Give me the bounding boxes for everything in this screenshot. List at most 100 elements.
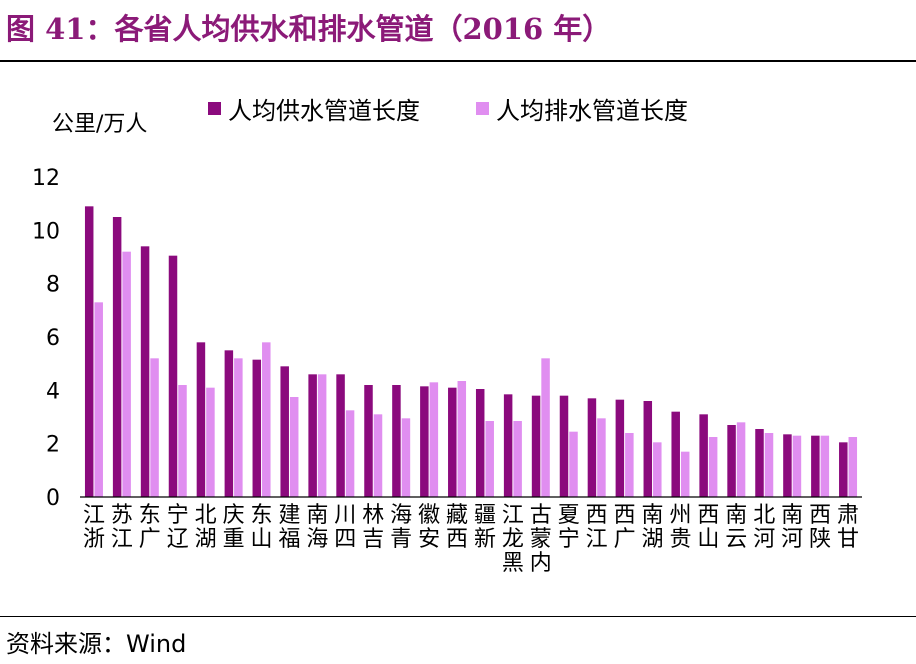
drainage-bar-湖北: [206, 387, 215, 497]
bottom-rule: [0, 616, 916, 617]
x-category-label: 河北: [753, 503, 775, 552]
drainage-bar-内蒙古: [541, 358, 550, 497]
drainage-bar-河南: [792, 435, 802, 497]
drainage-bar-江苏: [122, 251, 131, 497]
x-category-label: 辽宁: [167, 503, 189, 552]
source-note: 资料来源：Wind: [6, 630, 187, 658]
supply-bar-辽宁: [168, 255, 178, 497]
drainage-bar-海南: [317, 374, 327, 497]
x-category-label: 湖南: [642, 503, 664, 552]
supply-bar-陕西: [811, 435, 820, 497]
x-category-label: 贵州: [669, 503, 691, 552]
drainage-bar-陕西: [820, 435, 830, 497]
supply-bar-江苏: [112, 217, 122, 497]
drainage-bar-西藏: [457, 381, 467, 497]
drainage-bar-甘肃: [848, 437, 858, 497]
y-tick-label: 0: [46, 486, 60, 511]
bar-chart: 公里/万人 人均供水管道长度 人均排水管道长度 0 2 4 6 8 10 12 浙江江苏广东辽…: [32, 97, 862, 576]
supply-bar-西藏: [448, 387, 457, 497]
supply-bar-河南: [783, 434, 792, 497]
drainage-bar-新疆: [485, 421, 494, 497]
x-category-label: 黑龙江: [502, 503, 524, 576]
x-category-label: 浙江: [83, 503, 105, 552]
x-category-label: 江苏: [111, 503, 133, 552]
supply-bar-江西: [587, 398, 597, 497]
x-category-label: 湖北: [195, 503, 217, 552]
supply-bar-海南: [308, 374, 317, 497]
drainage-bar-四川: [345, 410, 355, 497]
x-category-label: 广西: [614, 503, 636, 552]
y-tick-label: 2: [46, 433, 60, 458]
supply-bar-甘肃: [839, 442, 848, 497]
drainage-bar-安徽: [429, 382, 439, 497]
drainage-bar-重庆: [234, 358, 243, 497]
drainage-bar-湖南: [653, 442, 662, 497]
legend-label: 人均排水管道长度: [496, 97, 688, 125]
supply-bar-内蒙古: [531, 395, 541, 497]
x-category-label: 甘肃: [837, 503, 859, 552]
x-category-label: 福建: [278, 503, 300, 552]
supply-bar-山东: [252, 359, 262, 497]
x-category-label: 内蒙古: [530, 503, 552, 576]
y-tick-label: 8: [46, 273, 60, 298]
bars: [84, 206, 858, 497]
supply-bar-重庆: [224, 350, 234, 497]
supply-bar-贵州: [671, 411, 680, 497]
y-tick-label: 10: [32, 219, 60, 244]
supply-bar-广东: [140, 246, 150, 497]
supply-bar-山西: [699, 414, 708, 497]
drainage-bar-云南: [736, 422, 746, 497]
x-category-label: 山东: [251, 503, 273, 552]
y-axis-ticks: 0 2 4 6 8 10 12: [32, 166, 60, 511]
drainage-bar-广西: [625, 433, 634, 497]
x-category-label: 青海: [390, 503, 412, 552]
y-tick-label: 4: [46, 379, 60, 404]
supply-bar-新疆: [475, 389, 485, 497]
legend-label: 人均供水管道长度: [228, 97, 420, 125]
drainage-bar-山东: [262, 342, 271, 497]
drainage-bar-青海: [401, 418, 411, 497]
x-axis-categories: 浙江江苏广东辽宁湖北重庆山东福建海南四川吉林青海安徽西藏新疆黑龙江内蒙古宁夏江西…: [83, 503, 859, 576]
figure-title: 图 41：各省人均供水和排水管道（2016 年）: [6, 12, 612, 46]
drainage-bar-黑龙江: [513, 421, 522, 497]
supply-bar-青海: [392, 385, 401, 497]
drainage-bar-吉林: [373, 414, 383, 497]
y-tick-label: 6: [46, 326, 60, 351]
x-category-label: 河南: [781, 503, 803, 552]
supply-bar-河北: [755, 429, 764, 497]
drainage-bar-广东: [150, 358, 159, 497]
y-tick-label: 12: [32, 166, 60, 191]
supply-bar-安徽: [420, 386, 429, 497]
x-category-label: 江西: [586, 503, 608, 552]
drainage-bar-贵州: [680, 451, 690, 497]
legend-swatch: [208, 102, 221, 115]
x-category-label: 四川: [334, 503, 356, 552]
supply-bar-广西: [615, 399, 625, 497]
top-rule: [0, 60, 916, 62]
drainage-bar-浙江: [94, 302, 103, 497]
x-category-label: 山西: [697, 503, 719, 552]
x-category-label: 重庆: [223, 503, 245, 552]
supply-bar-宁夏: [559, 395, 569, 497]
supply-bar-四川: [336, 374, 345, 497]
supply-bar-黑龙江: [503, 394, 513, 497]
supply-bar-吉林: [364, 385, 373, 497]
drainage-bar-山西: [708, 437, 718, 497]
supply-bar-福建: [280, 366, 289, 497]
x-category-label: 广东: [139, 503, 161, 552]
drainage-bar-宁夏: [569, 431, 578, 497]
x-category-label: 吉林: [362, 503, 384, 552]
legend-swatch: [476, 102, 489, 115]
x-category-label: 新疆: [474, 503, 496, 552]
x-category-label: 西藏: [446, 503, 468, 552]
drainage-bar-河北: [764, 433, 774, 497]
supply-bar-云南: [727, 425, 736, 497]
supply-bar-湖南: [643, 401, 653, 497]
x-category-label: 宁夏: [558, 503, 580, 552]
y-axis-unit-label: 公里/万人: [52, 112, 147, 137]
x-category-label: 海南: [306, 503, 328, 552]
x-category-label: 安徽: [418, 503, 440, 552]
x-category-label: 云南: [725, 503, 747, 552]
drainage-bar-江西: [597, 418, 606, 497]
x-category-label: 陕西: [809, 503, 831, 552]
